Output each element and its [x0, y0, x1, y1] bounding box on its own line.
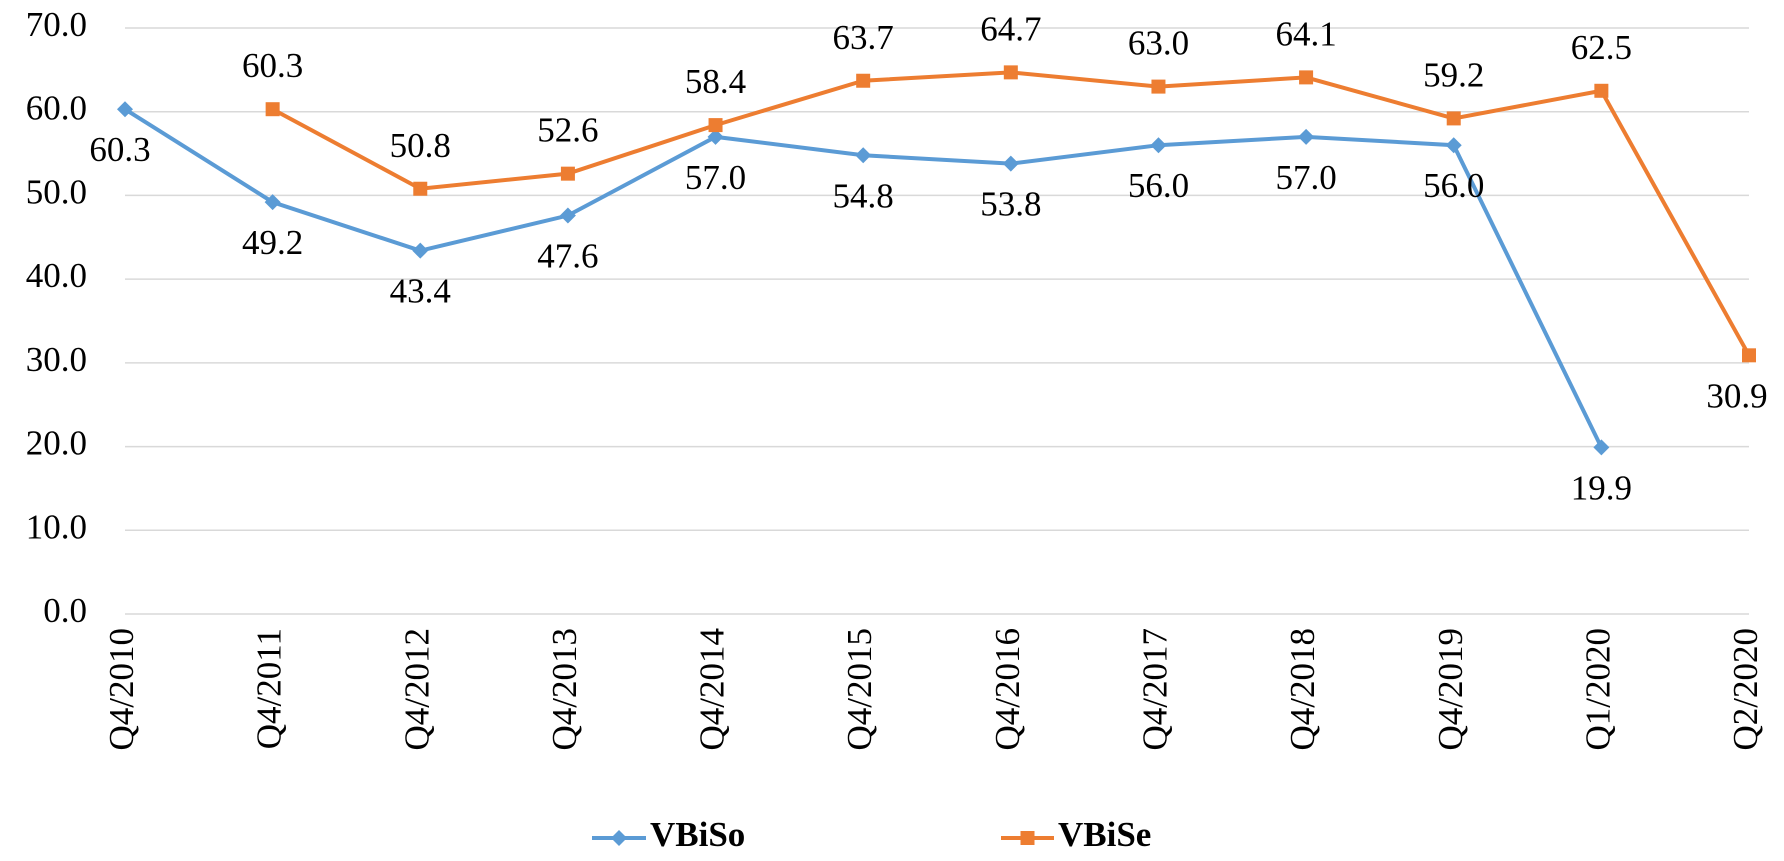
- x-tick-label: Q4/2013: [545, 628, 584, 751]
- y-tick-label: 40.0: [26, 256, 87, 295]
- data-label: 52.6: [537, 111, 598, 150]
- y-tick-label: 50.0: [26, 172, 87, 211]
- data-point: [855, 147, 872, 164]
- data-point: [1593, 439, 1610, 456]
- y-tick-label: 70.0: [26, 5, 87, 44]
- data-point: [1594, 83, 1609, 98]
- data-label: 57.0: [685, 158, 746, 197]
- data-point: [1445, 137, 1462, 154]
- x-tick-label: Q4/2016: [988, 628, 1027, 751]
- y-tick-label: 10.0: [26, 507, 87, 546]
- data-label: 63.0: [1128, 24, 1189, 63]
- y-tick-label: 20.0: [26, 424, 87, 463]
- data-label: 50.8: [390, 126, 451, 165]
- data-point: [707, 128, 724, 145]
- x-tick-label: Q4/2015: [840, 628, 879, 751]
- data-label: 60.3: [89, 130, 150, 169]
- data-label: 63.7: [833, 18, 894, 57]
- legend-marker: [1020, 831, 1035, 845]
- y-tick-label: 60.0: [26, 89, 87, 128]
- data-label: 54.8: [833, 176, 894, 215]
- x-tick-label: Q4/2012: [397, 628, 436, 751]
- x-tick-label: Q4/2010: [102, 628, 141, 751]
- data-point: [264, 194, 281, 211]
- data-point: [412, 242, 429, 259]
- x-tick-label: Q4/2011: [250, 628, 289, 749]
- data-label: 60.3: [242, 46, 303, 85]
- data-label: 49.2: [242, 223, 303, 262]
- data-point: [1151, 79, 1166, 94]
- legend-label: VBiSo: [650, 815, 745, 854]
- data-point: [559, 207, 576, 224]
- y-tick-label: 0.0: [43, 591, 87, 630]
- data-point: [413, 181, 428, 196]
- data-point: [1002, 155, 1019, 172]
- data-label: 59.2: [1423, 55, 1484, 94]
- data-label: 43.4: [390, 272, 451, 311]
- data-label: 62.5: [1571, 28, 1632, 67]
- legend-label: VBiSe: [1058, 815, 1151, 854]
- x-tick-label: Q4/2018: [1283, 628, 1322, 751]
- data-point: [560, 166, 575, 181]
- data-point: [265, 102, 280, 117]
- legend-marker: [611, 830, 627, 846]
- data-point: [1298, 128, 1315, 145]
- x-tick-label: Q4/2019: [1431, 628, 1470, 751]
- data-point: [1299, 70, 1314, 85]
- data-point: [708, 118, 723, 133]
- data-point: [1446, 111, 1461, 126]
- x-tick-label: Q4/2014: [693, 628, 732, 751]
- data-label: 64.1: [1275, 14, 1336, 53]
- y-tick-label: 30.0: [26, 340, 87, 379]
- data-label: 56.0: [1128, 166, 1189, 205]
- data-point: [1742, 348, 1756, 363]
- data-point: [117, 101, 133, 118]
- data-label: 53.8: [980, 185, 1041, 224]
- data-point: [856, 73, 871, 88]
- data-point: [1003, 65, 1018, 80]
- x-tick-label: Q4/2017: [1135, 628, 1174, 751]
- x-tick-label: Q2/2020: [1726, 628, 1765, 751]
- data-label: 47.6: [537, 237, 598, 276]
- data-label: 19.9: [1571, 468, 1632, 507]
- data-label: 57.0: [1275, 158, 1336, 197]
- data-point: [1150, 137, 1167, 154]
- data-label: 30.9: [1706, 376, 1767, 415]
- x-tick-label: Q1/2020: [1578, 628, 1617, 751]
- data-label: 64.7: [980, 9, 1041, 48]
- data-label: 56.0: [1423, 166, 1484, 205]
- data-label: 58.4: [685, 62, 746, 101]
